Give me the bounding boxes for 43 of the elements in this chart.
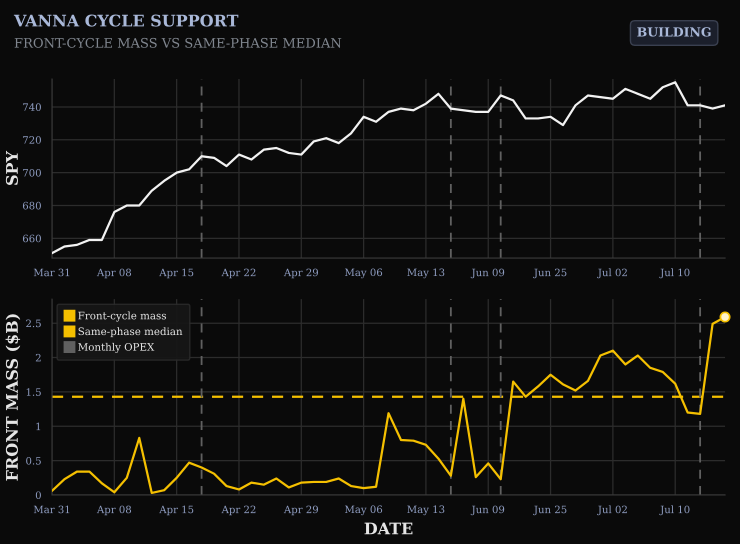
x-tick-label: Apr 08 <box>96 268 132 278</box>
y-tick-label: 680 <box>22 202 41 210</box>
x-tick-label: May 13 <box>407 268 444 278</box>
y-tick-label: 0.5 <box>26 456 41 465</box>
x-tick-label: Jun 09 <box>470 268 504 278</box>
x-tick-label: Apr 29 <box>284 268 318 278</box>
x-tick-label: Jul 10 <box>659 505 690 516</box>
x-tick-label: May 06 <box>344 268 382 278</box>
y-axis-title: SPY <box>6 150 18 185</box>
x-tick-label: Apr 29 <box>284 506 318 516</box>
x-tick-label: Jul 10 <box>659 268 690 278</box>
chart-subtitle: FRONT-CYCLE MASS VS SAME-PHASE MEDIAN <box>14 38 342 48</box>
y-axis-title: FRONT MASS ($B) <box>6 314 20 481</box>
y-tick-label: 2 <box>36 354 41 362</box>
x-tick-label: May 13 <box>407 505 444 516</box>
x-tick-label: Mar 31 <box>34 268 70 276</box>
x-tick-label: Jun 09 <box>470 506 504 516</box>
x-tick-label: Apr 15 <box>159 506 194 516</box>
line-series <box>52 81 726 254</box>
y-tick-label: 740 <box>23 103 41 111</box>
y-tick-label: 660 <box>22 234 41 242</box>
y-tick-label: 0 <box>36 491 41 499</box>
x-tick-label: Jun 25 <box>533 506 566 516</box>
y-tick-label: 2.5 <box>26 320 41 328</box>
y-tick-label: 1.5 <box>26 388 41 396</box>
x-tick-label: Apr 15 <box>159 268 194 278</box>
legend-label: Monthly OPEX <box>78 342 154 353</box>
x-tick-label: Apr 22 <box>222 268 256 278</box>
x-tick-label: Jun 25 <box>533 268 566 278</box>
chart-title: VANNA CYCLE SUPPORT <box>14 14 238 27</box>
x-tick-label: Mar 31 <box>34 506 70 514</box>
x-axis-title: DATE <box>364 522 412 534</box>
y-tick-label: 720 <box>23 136 41 144</box>
text: BUILDING <box>637 27 711 37</box>
x-tick-label: Apr 08 <box>96 506 132 516</box>
x-tick-label: Jul 02 <box>597 268 627 278</box>
x-tick-label: Apr 22 <box>222 506 256 516</box>
x-tick-label: May 06 <box>344 505 382 516</box>
legend-label: Front-cycle mass <box>78 311 166 322</box>
y-tick-label: 700 <box>23 168 41 177</box>
x-tick-label: Jul 02 <box>597 505 627 516</box>
y-tick-label: 1 <box>36 422 40 430</box>
legend-label: Same-phase median <box>78 327 182 338</box>
